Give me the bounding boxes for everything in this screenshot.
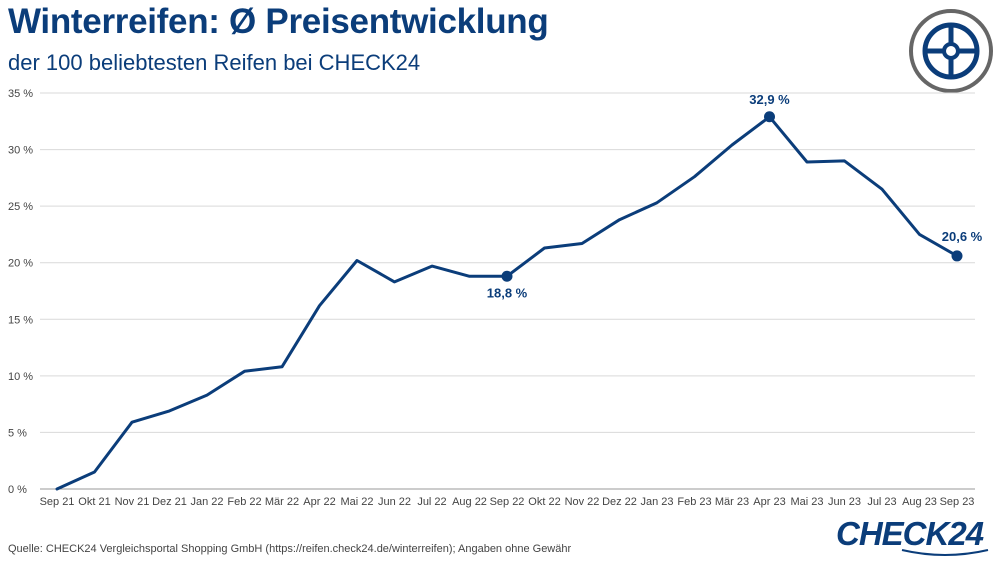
x-tick-label: Apr 22 bbox=[303, 496, 335, 508]
y-tick-label: 35 % bbox=[8, 88, 33, 100]
source-note: Quelle: CHECK24 Vergleichsportal Shoppin… bbox=[8, 543, 572, 555]
series-line bbox=[55, 115, 959, 491]
x-tick-label: Jul 22 bbox=[417, 496, 446, 508]
data-label: 20,6 % bbox=[942, 229, 983, 244]
x-tick-label: Aug 22 bbox=[452, 496, 487, 508]
chart-subtitle: der 100 beliebtesten Reifen bei CHECK24 bbox=[8, 50, 421, 75]
tire-icon bbox=[909, 9, 993, 93]
x-tick-label: Feb 23 bbox=[677, 496, 711, 508]
y-tick-label: 10 % bbox=[8, 371, 33, 383]
x-tick-label: Sep 23 bbox=[940, 496, 975, 508]
x-tick-label: Mai 22 bbox=[340, 496, 373, 508]
y-tick-label: 30 % bbox=[8, 145, 33, 157]
data-label: 32,9 % bbox=[749, 92, 790, 107]
y-tick-label: 20 % bbox=[8, 258, 33, 270]
y-tick-label: 5 % bbox=[8, 427, 27, 439]
x-tick-label: Aug 23 bbox=[902, 496, 937, 508]
x-tick-label: Sep 22 bbox=[490, 496, 525, 508]
chart-title: Winterreifen: Ø Preisentwicklung bbox=[8, 2, 549, 41]
x-tick-label: Jan 23 bbox=[640, 496, 673, 508]
x-tick-label: Nov 22 bbox=[565, 496, 600, 508]
x-tick-label: Dez 21 bbox=[152, 496, 187, 508]
data-point bbox=[951, 250, 963, 262]
x-tick-label: Jun 22 bbox=[378, 496, 411, 508]
data-label: 18,8 % bbox=[487, 285, 528, 300]
y-tick-label: 15 % bbox=[8, 314, 33, 326]
x-tick-label: Feb 22 bbox=[227, 496, 261, 508]
x-tick-label: Nov 21 bbox=[115, 496, 150, 508]
x-tick-label: Sep 21 bbox=[40, 496, 75, 508]
x-tick-label: Jul 23 bbox=[867, 496, 896, 508]
x-tick-label: Mär 22 bbox=[265, 496, 299, 508]
data-point bbox=[501, 270, 513, 282]
x-tick-label: Dez 22 bbox=[602, 496, 637, 508]
x-tick-label: Mär 23 bbox=[715, 496, 749, 508]
y-tick-label: 25 % bbox=[8, 201, 33, 213]
logo-swoosh bbox=[901, 549, 989, 556]
x-tick-label: Jan 22 bbox=[190, 496, 223, 508]
x-tick-label: Jun 23 bbox=[828, 496, 861, 508]
x-tick-label: Mai 23 bbox=[790, 496, 823, 508]
x-tick-label: Okt 22 bbox=[528, 496, 560, 508]
y-tick-label: 0 % bbox=[8, 484, 27, 496]
check24-logo: CHECK24 bbox=[836, 515, 984, 552]
x-tick-label: Apr 23 bbox=[753, 496, 785, 508]
data-point bbox=[764, 111, 775, 123]
x-tick-label: Okt 21 bbox=[78, 496, 110, 508]
